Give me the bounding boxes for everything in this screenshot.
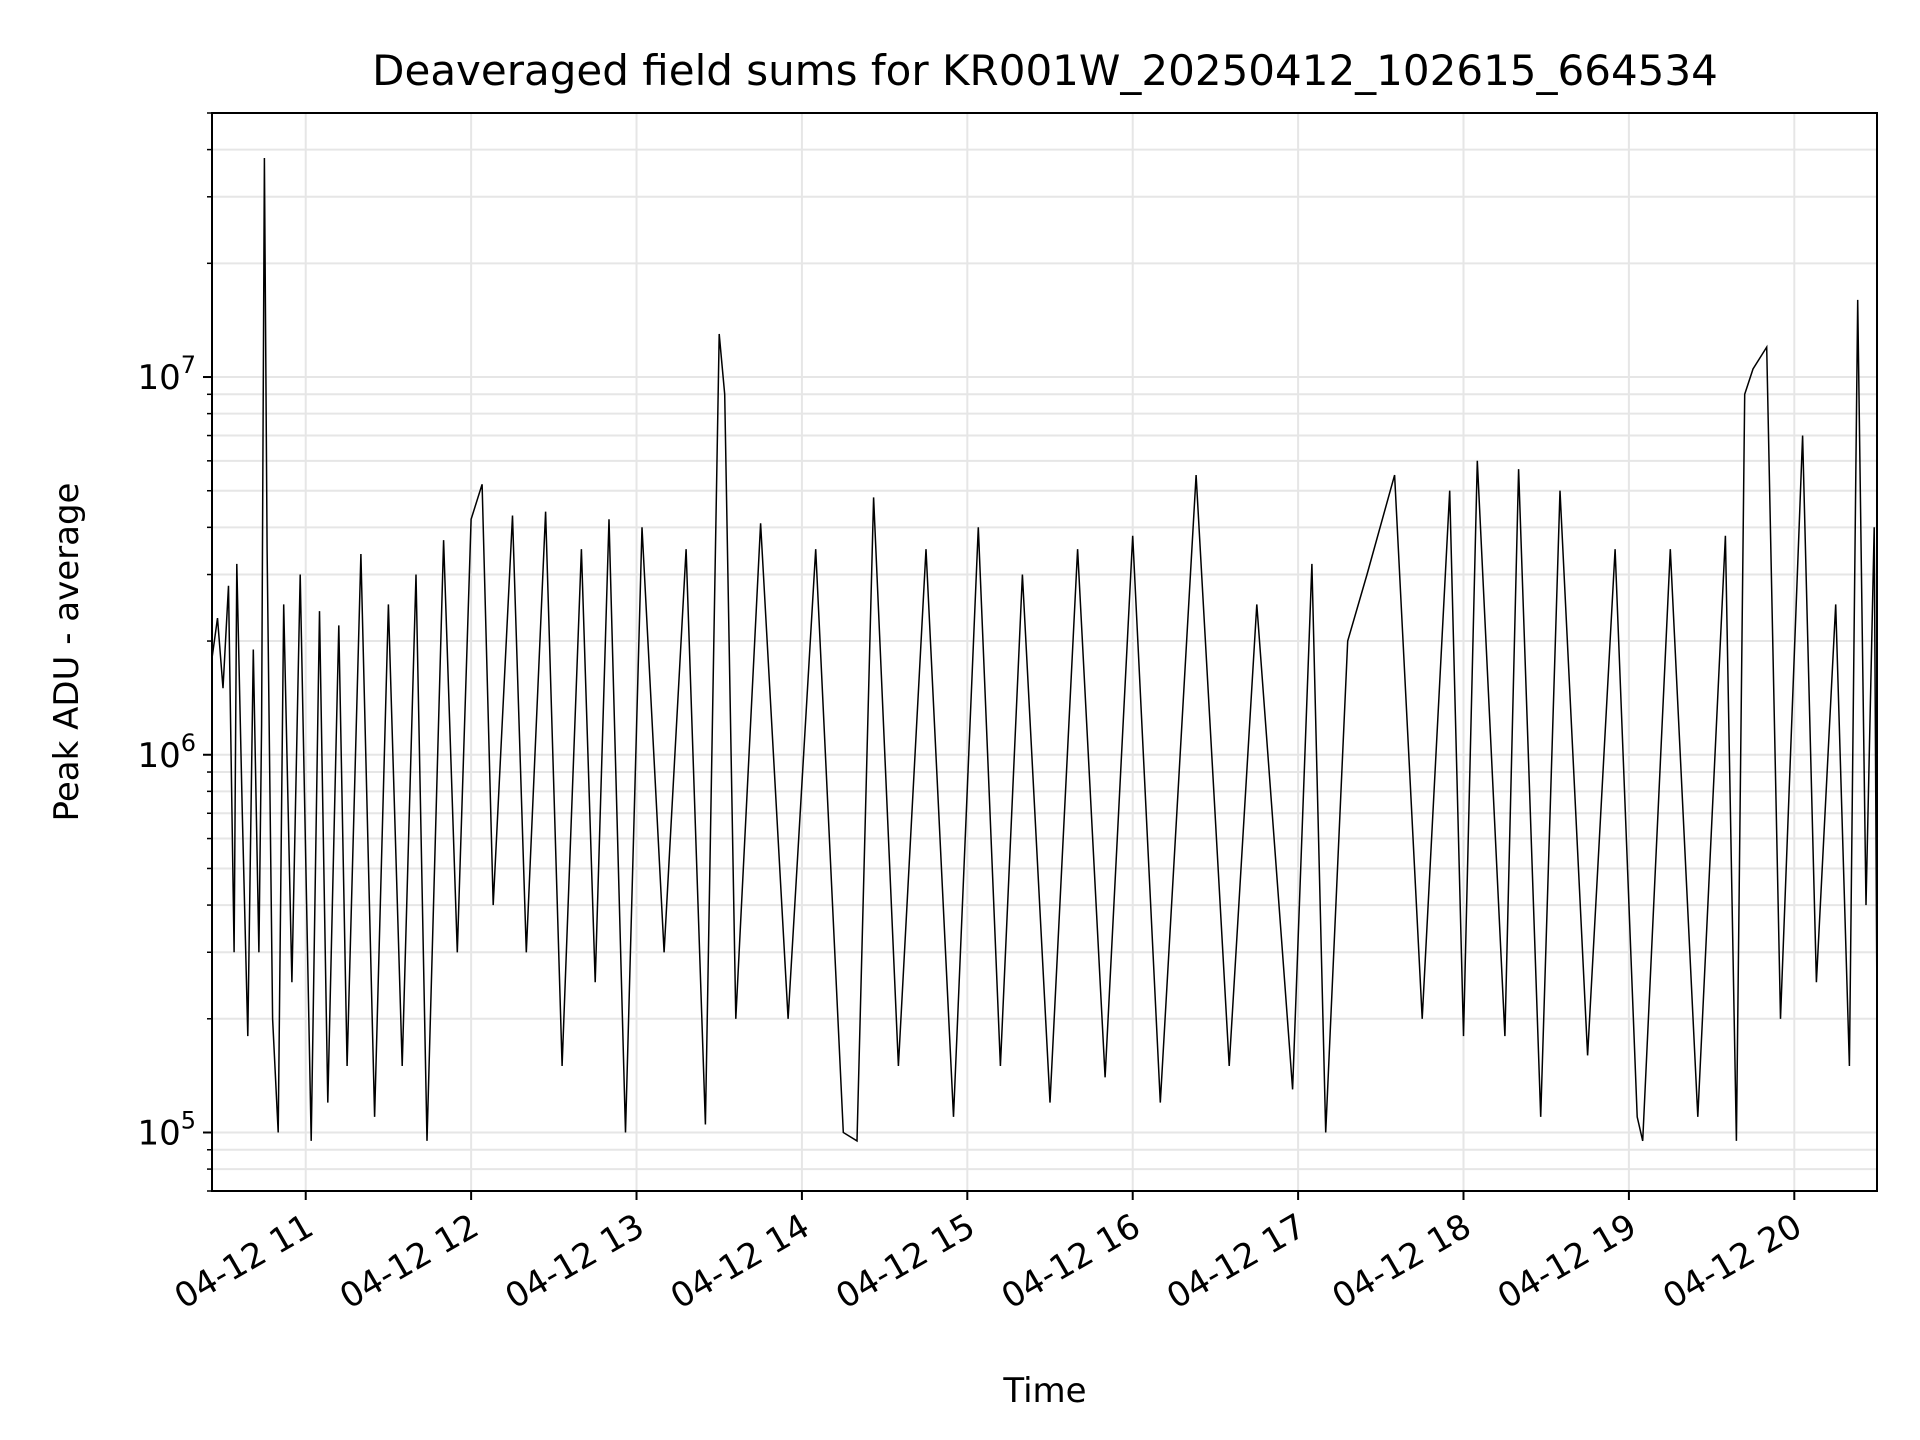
y-axis: 105 106 107: [137, 112, 212, 1192]
y-axis-label: Peak ADU - average: [47, 483, 87, 822]
y-tick-label: 107: [137, 351, 196, 398]
y-tick-label: 106: [137, 729, 196, 776]
x-axis-label: Time: [1002, 1371, 1086, 1411]
series-line: [212, 157, 1877, 1143]
y-tick-label: 105: [137, 1106, 196, 1153]
plot-frame: [211, 112, 1878, 1192]
plot-area: [212, 157, 1877, 1143]
chart-title: Deaveraged field sums for KR001W_2025041…: [372, 46, 1718, 95]
grid: [212, 112, 1877, 1192]
series-layer: [212, 157, 1877, 1143]
